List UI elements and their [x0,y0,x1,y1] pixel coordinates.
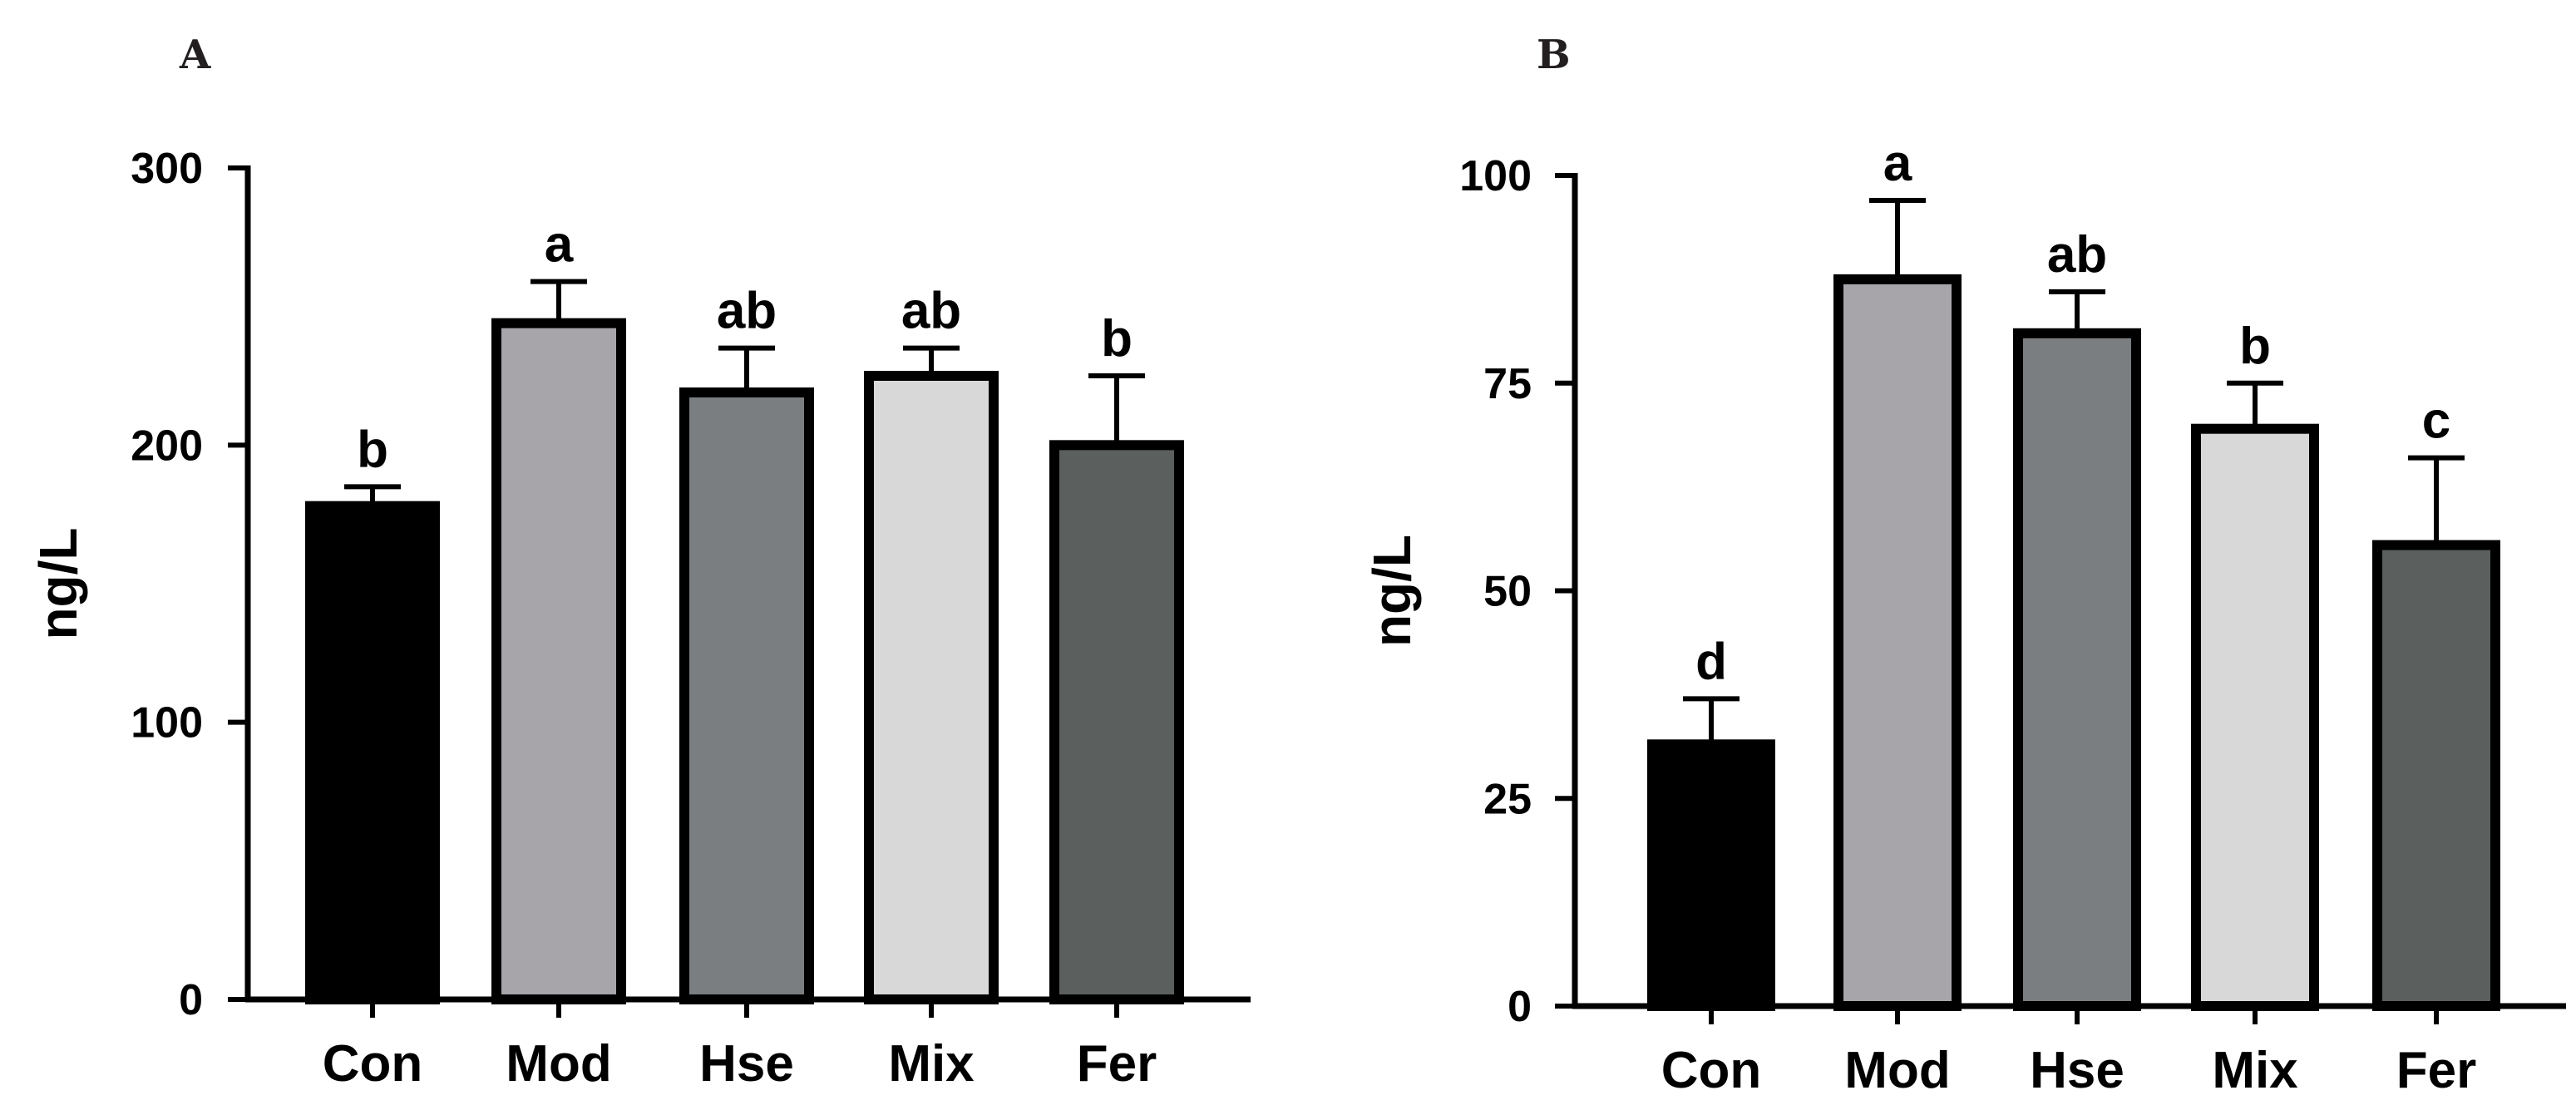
significance-label: b [2239,318,2271,375]
bar [1049,440,1184,1004]
panel-label: B [1537,32,1571,78]
y-tick-label: 100 [1459,152,1532,200]
x-tick-label: Hse [2030,1042,2124,1099]
significance-label: b [1101,310,1133,368]
y-axis-title: ng/L [1362,535,1422,647]
significance-label: a [545,216,574,274]
x-tick-label: Mod [1844,1042,1950,1099]
y-tick-label: 0 [179,976,203,1024]
x-tick-label: Con [323,1035,423,1093]
bar [491,318,626,1004]
bar [2372,540,2500,1011]
y-tick-label: 75 [1483,360,1532,408]
x-tick-label: Mod [506,1035,611,1093]
x-tick-label: Hse [699,1035,794,1093]
significance-label: a [1883,135,1912,192]
bar [2013,328,2141,1011]
y-tick-label: 100 [131,699,203,747]
x-tick-label: Fer [1077,1035,1157,1093]
significance-label: ab [717,283,777,340]
bar [1647,739,1775,1011]
bar [305,501,440,1004]
significance-label: ab [901,283,961,340]
bar [1833,274,1962,1011]
significance-label: d [1695,633,1727,690]
y-tick-label: 300 [131,145,203,193]
x-tick-label: Fer [2396,1042,2476,1099]
y-tick-label: 0 [1508,983,1532,1031]
y-axis-title: ng/L [28,527,88,639]
x-tick-label: Con [1661,1042,1762,1099]
bar [864,371,999,1004]
y-tick-label: 25 [1483,775,1532,823]
panel-b: Bng/L d Con a Mod ab Hse b Mix c Fer 0 25 50 75 100 [1362,32,2566,1099]
bar [679,387,814,1004]
bar [2191,423,2319,1011]
y-tick-label: 50 [1483,568,1532,616]
y-tick-label: 200 [131,422,203,470]
significance-label: c [2422,392,2450,450]
panel-a: Ang/L b Con a Mod ab Hse ab Mix b Fer 0 100 200 300 [28,32,1251,1093]
significance-label: ab [2047,226,2107,284]
significance-label: b [357,421,388,478]
panel-label: A [179,32,211,78]
x-tick-label: Mix [888,1035,975,1093]
x-tick-label: Mix [2212,1042,2298,1099]
